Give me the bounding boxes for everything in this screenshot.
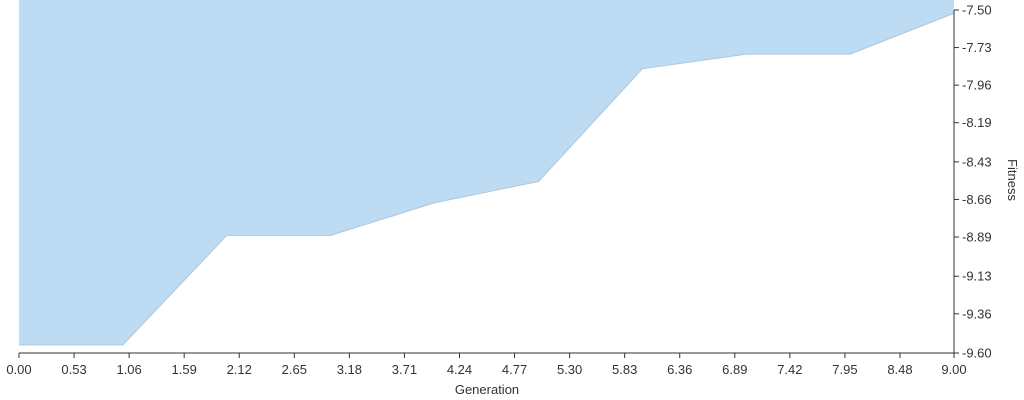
y-axis-ticks: -7.50 -7.73 -7.96 -8.19 -8.43 -8.66 -8.89 -9.13… (954, 3, 992, 361)
y-tick-label: -8.89 (962, 230, 992, 245)
y-tick-label: -8.43 (962, 154, 992, 169)
x-tick-label: 4.24 (447, 362, 472, 377)
x-axis-ticks: 0.00 0.53 1.06 1.59 2.12 2.65 3.18 3.71 4.24 4.77… (6, 353, 967, 377)
x-tick-label: 1.59 (172, 362, 197, 377)
x-tick-label: 2.12 (227, 362, 252, 377)
x-tick-label: 2.65 (282, 362, 307, 377)
y-tick-label: -8.19 (962, 115, 992, 130)
x-tick-label: 7.42 (777, 362, 802, 377)
y-tick-label: -8.66 (962, 192, 992, 207)
x-tick-label: 4.77 (502, 362, 527, 377)
x-tick-label: 6.89 (722, 362, 747, 377)
y-tick-label: -9.36 (962, 306, 992, 321)
y-axis-title: Fitness (1005, 159, 1020, 201)
x-tick-label: 9.00 (941, 362, 966, 377)
x-tick-label: 0.53 (61, 362, 86, 377)
y-tick-label: -9.60 (962, 346, 992, 361)
y-tick-label: -7.50 (962, 3, 992, 18)
x-tick-label: 1.06 (116, 362, 141, 377)
x-tick-label: 0.00 (6, 362, 31, 377)
x-tick-label: 5.83 (612, 362, 637, 377)
area-layer (19, 0, 955, 346)
x-tick-label: 5.30 (557, 362, 582, 377)
y-tick-label: -7.96 (962, 78, 992, 93)
y-tick-label: -7.73 (962, 40, 992, 55)
axes-layer (19, 10, 955, 354)
x-tick-label: 6.36 (667, 362, 692, 377)
series-area-0 (19, 0, 954, 345)
series-line-0 (19, 12, 955, 346)
y-tick-label: -9.13 (962, 269, 992, 284)
x-tick-label: 8.48 (887, 362, 912, 377)
x-axis-title: Generation (455, 382, 519, 397)
x-tick-label: 7.95 (832, 362, 857, 377)
x-tick-label: 3.71 (392, 362, 417, 377)
x-tick-label: 3.18 (337, 362, 362, 377)
